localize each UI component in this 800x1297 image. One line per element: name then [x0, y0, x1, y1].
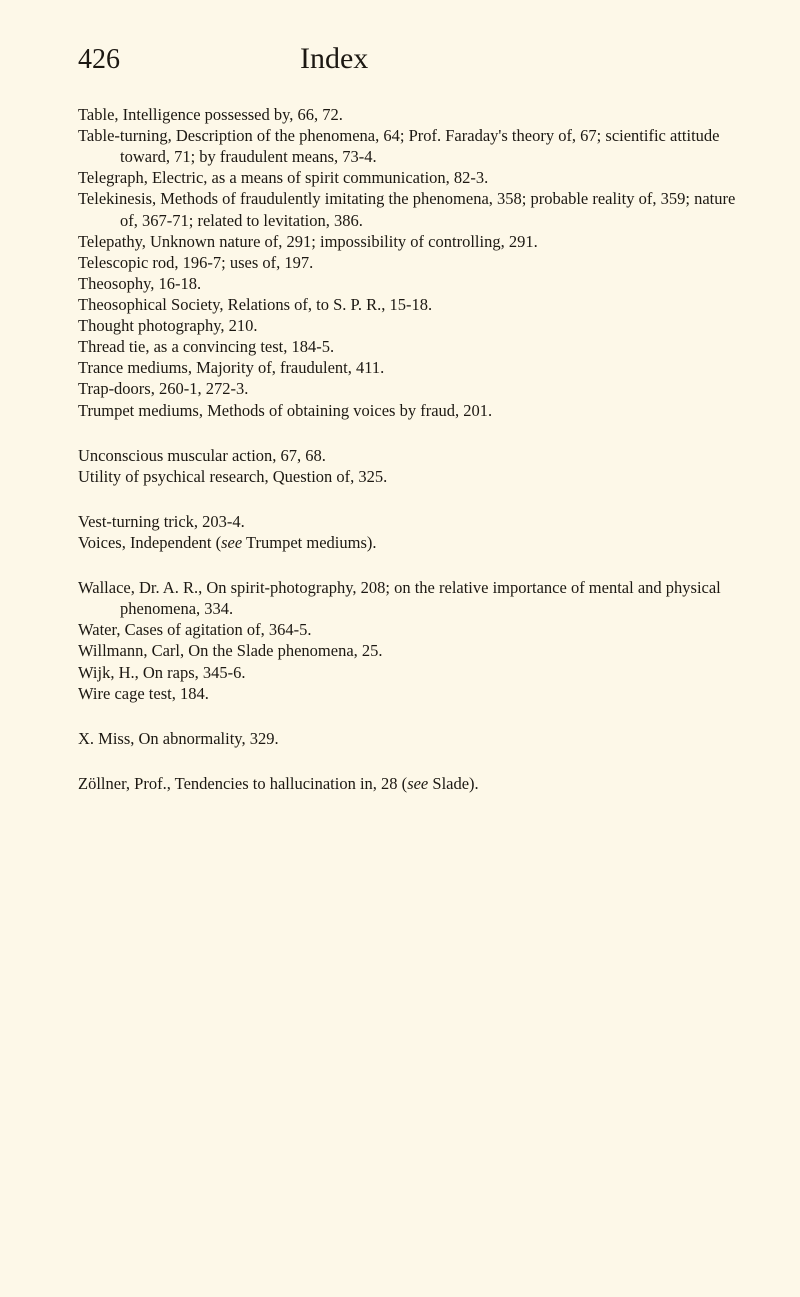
- index-group: X. Miss, On abnormality, 329.: [78, 728, 738, 749]
- index-entry: Trance mediums, Majority of, fraudulent,…: [78, 357, 738, 378]
- index-entry: Theosophical Society, Relations of, to S…: [78, 294, 738, 315]
- index-entry: Wijk, H., On raps, 345-6.: [78, 662, 738, 683]
- index-entry: Trumpet mediums, Methods of obtaining vo…: [78, 400, 738, 421]
- index-entry: Thread tie, as a convincing test, 184-5.: [78, 336, 738, 357]
- index-entry: Thought photography, 210.: [78, 315, 738, 336]
- index-entry: Unconscious muscular action, 67, 68.: [78, 445, 738, 466]
- index-entry: Telegraph, Electric, as a means of spiri…: [78, 167, 738, 188]
- index-entry: Telekinesis, Methods of fraudulently imi…: [78, 188, 738, 230]
- index-group: Vest-turning trick, 203-4.Voices, Indepe…: [78, 511, 738, 553]
- page-title: Index: [300, 42, 368, 76]
- page-header: 426 Index: [78, 42, 738, 76]
- index-group: Wallace, Dr. A. R., On spirit-photograph…: [78, 577, 738, 704]
- index-entry: Theosophy, 16-18.: [78, 273, 738, 294]
- page-number: 426: [78, 44, 120, 76]
- see-reference: see: [221, 533, 242, 552]
- index-group: Table, Intelligence possessed by, 66, 72…: [78, 104, 738, 421]
- index-entry: Wire cage test, 184.: [78, 683, 738, 704]
- index-group: Unconscious muscular action, 67, 68.Util…: [78, 445, 738, 487]
- index-group: Zöllner, Prof., Tendencies to hallucinat…: [78, 773, 738, 794]
- index-entry: Telepathy, Unknown nature of, 291; impos…: [78, 231, 738, 252]
- index-entry: Trap-doors, 260-1, 272-3.: [78, 378, 738, 399]
- index-entry: Water, Cases of agitation of, 364-5.: [78, 619, 738, 640]
- index-entry: Table, Intelligence possessed by, 66, 72…: [78, 104, 738, 125]
- see-reference: see: [407, 774, 428, 793]
- index-entry: Utility of psychical research, Question …: [78, 466, 738, 487]
- index-entry: X. Miss, On abnormality, 329.: [78, 728, 738, 749]
- index-entry: Wallace, Dr. A. R., On spirit-photograph…: [78, 577, 738, 619]
- index-entry: Table-turning, Description of the phenom…: [78, 125, 738, 167]
- index-entry: Voices, Independent (see Trumpet mediums…: [78, 532, 738, 553]
- index-entry: Willmann, Carl, On the Slade phenomena, …: [78, 640, 738, 661]
- index-entries: Table, Intelligence possessed by, 66, 72…: [78, 104, 738, 794]
- index-entry: Telescopic rod, 196-7; uses of, 197.: [78, 252, 738, 273]
- index-page: 426 Index Table, Intelligence possessed …: [0, 0, 800, 1297]
- index-entry: Zöllner, Prof., Tendencies to hallucinat…: [78, 773, 738, 794]
- index-entry: Vest-turning trick, 203-4.: [78, 511, 738, 532]
